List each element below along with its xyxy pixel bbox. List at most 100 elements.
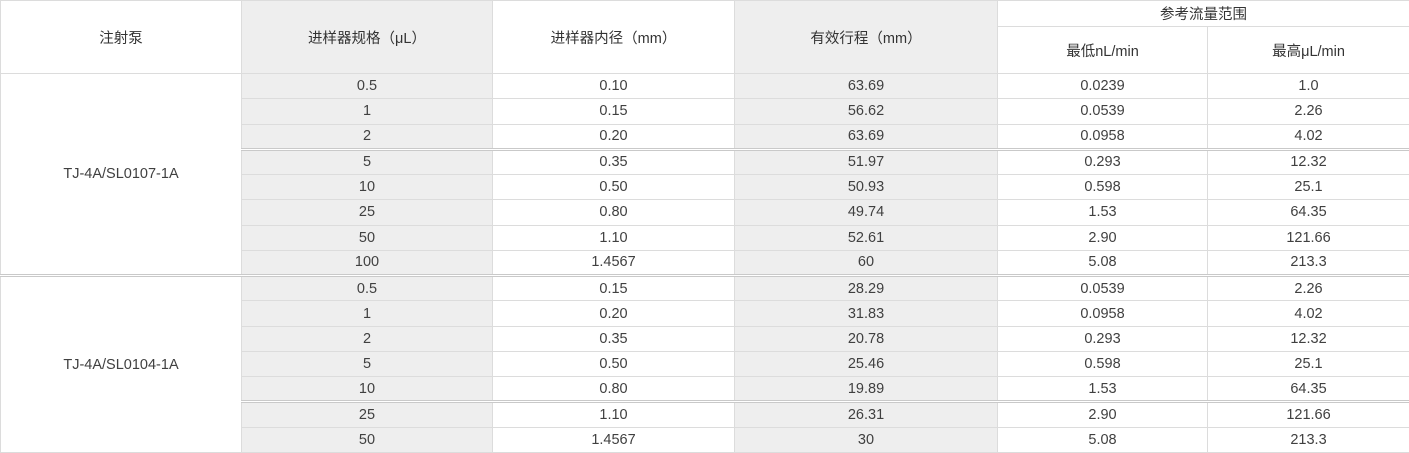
diameter-cell: 0.80 [492,199,735,226]
flow-min-cell: 0.0539 [997,98,1208,125]
spec-cell: 0.5 [241,275,493,302]
stroke-cell: 50.93 [734,174,998,201]
table-row: 2 0.20 63.69 0.0958 4.02 [1,123,1409,151]
spec-cell: 1 [241,98,493,125]
table-row: 5 0.35 51.97 0.293 12.32 [1,148,1409,176]
diameter-cell: 0.15 [492,275,735,302]
spec-cell: 2 [241,325,493,352]
flow-min-cell: 1.53 [997,376,1208,404]
table-body: TJ-4A/SL0107-1A 0.5 0.10 63.69 0.0239 1.0 1 0.1… [0,72,1409,453]
flow-max-cell: 4.02 [1207,300,1409,327]
stroke-cell: 25.46 [734,350,998,378]
flow-min-cell: 0.0539 [997,275,1208,302]
header-stroke: 有效行程（mm） [734,0,998,74]
header-spec: 进样器规格（μL） [241,0,493,74]
stroke-cell: 51.97 [734,148,998,176]
flow-min-cell: 0.598 [997,174,1208,201]
stroke-cell: 31.83 [734,300,998,327]
diameter-cell: 1.4567 [492,249,735,278]
diameter-cell: 0.15 [492,98,735,125]
table-row: 1 0.15 56.62 0.0539 2.26 [1,98,1409,125]
flow-max-cell: 12.32 [1207,325,1409,352]
stroke-cell: 56.62 [734,98,998,125]
stroke-cell: 26.31 [734,401,998,428]
header-row-sub: 最低nL/min 最高μL/min [1,26,1409,74]
table-row: 100 1.4567 60 5.08 213.3 [1,249,1409,278]
flow-max-cell: 213.3 [1207,426,1409,453]
stroke-cell: 28.29 [734,275,998,302]
flow-min-cell: 0.0958 [997,123,1208,151]
flow-max-cell: 121.66 [1207,224,1409,251]
flow-max-cell: 25.1 [1207,350,1409,378]
stroke-cell: 30 [734,426,998,453]
header-flow-range: 参考流量范围 [997,0,1409,27]
spec-cell: 100 [241,249,493,278]
table-row: 2 0.35 20.78 0.293 12.32 [1,325,1409,352]
flow-min-cell: 2.90 [997,401,1208,428]
table-row: 10 0.80 19.89 1.53 64.35 [1,376,1409,404]
flow-max-cell: 64.35 [1207,199,1409,226]
spec-cell: 25 [241,199,493,226]
spec-cell: 10 [241,376,493,404]
flow-max-cell: 12.32 [1207,148,1409,176]
header-diameter: 进样器内径（mm） [492,0,735,74]
stroke-cell: 60 [734,249,998,278]
flow-min-cell: 0.293 [997,148,1208,176]
diameter-cell: 0.35 [492,325,735,352]
spec-cell: 25 [241,401,493,428]
table-row: 5 0.50 25.46 0.598 25.1 [1,350,1409,378]
flow-max-cell: 64.35 [1207,376,1409,404]
table-row: 50 1.4567 30 5.08 213.3 [1,426,1409,453]
table-header: 注射泵 进样器规格（μL） 进样器内径（mm） 有效行程（mm） 参考流量范围 … [0,0,1409,74]
diameter-cell: 1.4567 [492,426,735,453]
flow-max-cell: 2.26 [1207,98,1409,125]
spec-cell: 50 [241,224,493,251]
flow-min-cell: 0.0958 [997,300,1208,327]
diameter-cell: 1.10 [492,401,735,428]
flow-max-cell: 213.3 [1207,249,1409,278]
spec-cell: 1 [241,300,493,327]
flow-max-cell: 4.02 [1207,123,1409,151]
flow-max-cell: 1.0 [1207,72,1409,100]
diameter-cell: 0.50 [492,350,735,378]
table-row: 50 1.10 52.61 2.90 121.66 [1,224,1409,251]
flow-max-cell: 2.26 [1207,275,1409,302]
spec-cell: 50 [241,426,493,453]
flow-min-cell: 0.598 [997,350,1208,378]
diameter-cell: 0.20 [492,300,735,327]
pump-name-cell: TJ-4A/SL0107-1A [0,72,242,278]
flow-min-cell: 5.08 [997,426,1208,453]
table-row: 25 0.80 49.74 1.53 64.35 [1,199,1409,226]
spec-cell: 5 [241,350,493,378]
header-row-top: 注射泵 进样器规格（μL） 进样器内径（mm） 有效行程（mm） 参考流量范围 [0,0,1409,74]
flow-max-cell: 121.66 [1207,401,1409,428]
stroke-cell: 63.69 [734,123,998,151]
table-row: TJ-4A/SL0104-1A 0.5 0.15 28.29 0.0539 2.26 [0,275,1409,453]
spec-cell: 5 [241,148,493,176]
spec-cell: 10 [241,174,493,201]
flow-min-cell: 0.0239 [997,72,1208,100]
header-flow-max: 最高μL/min [1207,26,1409,74]
flow-min-cell: 1.53 [997,199,1208,226]
flow-max-cell: 25.1 [1207,174,1409,201]
flow-min-cell: 5.08 [997,249,1208,278]
stroke-cell: 63.69 [734,72,998,100]
header-pump: 注射泵 [0,0,242,74]
diameter-cell: 0.35 [492,148,735,176]
diameter-cell: 1.10 [492,224,735,251]
header-flow-min: 最低nL/min [997,26,1208,74]
stroke-cell: 20.78 [734,325,998,352]
spec-cell: 2 [241,123,493,151]
table-row: 1 0.20 31.83 0.0958 4.02 [1,300,1409,327]
spec-cell: 0.5 [241,72,493,100]
diameter-cell: 0.50 [492,174,735,201]
table-row: TJ-4A/SL0107-1A 0.5 0.10 63.69 0.0239 1.0 [0,72,1409,278]
diameter-cell: 0.10 [492,72,735,100]
flow-min-cell: 2.90 [997,224,1208,251]
stroke-cell: 19.89 [734,376,998,404]
stroke-cell: 52.61 [734,224,998,251]
stroke-cell: 49.74 [734,199,998,226]
diameter-cell: 0.20 [492,123,735,151]
pump-name-cell: TJ-4A/SL0104-1A [0,275,242,453]
